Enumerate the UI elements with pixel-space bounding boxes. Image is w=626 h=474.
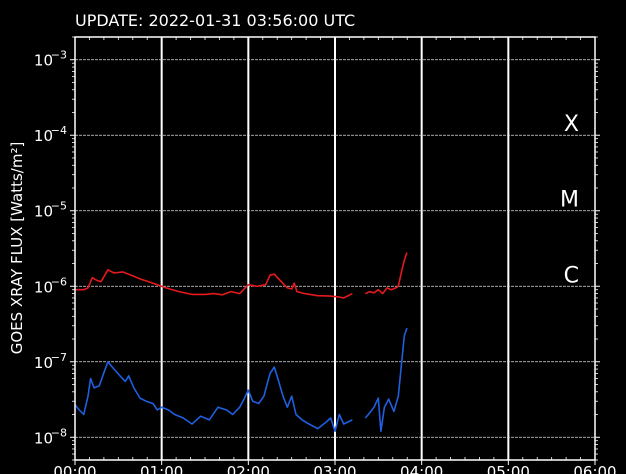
flare-class-c: C [564, 263, 579, 288]
y-tick-exponent: −4 [51, 124, 67, 137]
y-tick-label: 10 [34, 278, 53, 296]
series-1-line [364, 252, 408, 295]
chart-series [74, 252, 408, 433]
y-tick-label: 10 [34, 52, 53, 70]
series-2-line [74, 361, 353, 433]
update-timestamp: UPDATE: 2022-01-31 03:56:00 UTC [75, 11, 356, 30]
chart-grid [75, 37, 595, 460]
y-tick-exponent: −7 [51, 351, 67, 364]
y-tick-label: 10 [34, 203, 53, 221]
y-tick-exponent: −8 [51, 426, 67, 439]
x-tick-label: 06:00 [573, 463, 616, 474]
x-tick-label: 03:00 [313, 463, 356, 474]
y-tick-exponent: −5 [51, 200, 67, 213]
y-tick-label: 10 [34, 127, 53, 145]
y-tick-label: 10 [34, 354, 53, 372]
x-tick-label: 02:00 [227, 463, 270, 474]
flare-class-labels: X M C [560, 112, 579, 288]
flare-class-x: X [564, 112, 579, 137]
y-axis-label: GOES XRAY FLUX [Watts/m²] [8, 142, 26, 355]
y-tick-exponent: −6 [51, 275, 67, 288]
x-tick-label: 00:00 [53, 463, 96, 474]
series-2-line [364, 327, 408, 433]
x-tick-label: 04:00 [400, 463, 443, 474]
chart-ticks: 00:00 01:00 02:00 03:00 04:00 05:00 06:0010−31… [34, 36, 617, 474]
x-tick-label: 01:00 [140, 463, 183, 474]
series-1-line [75, 269, 353, 299]
y-tick-label: 10 [34, 429, 53, 447]
x-tick-label: 05:00 [487, 463, 530, 474]
flare-class-m: M [560, 188, 579, 213]
y-tick-exponent: −3 [51, 49, 67, 62]
